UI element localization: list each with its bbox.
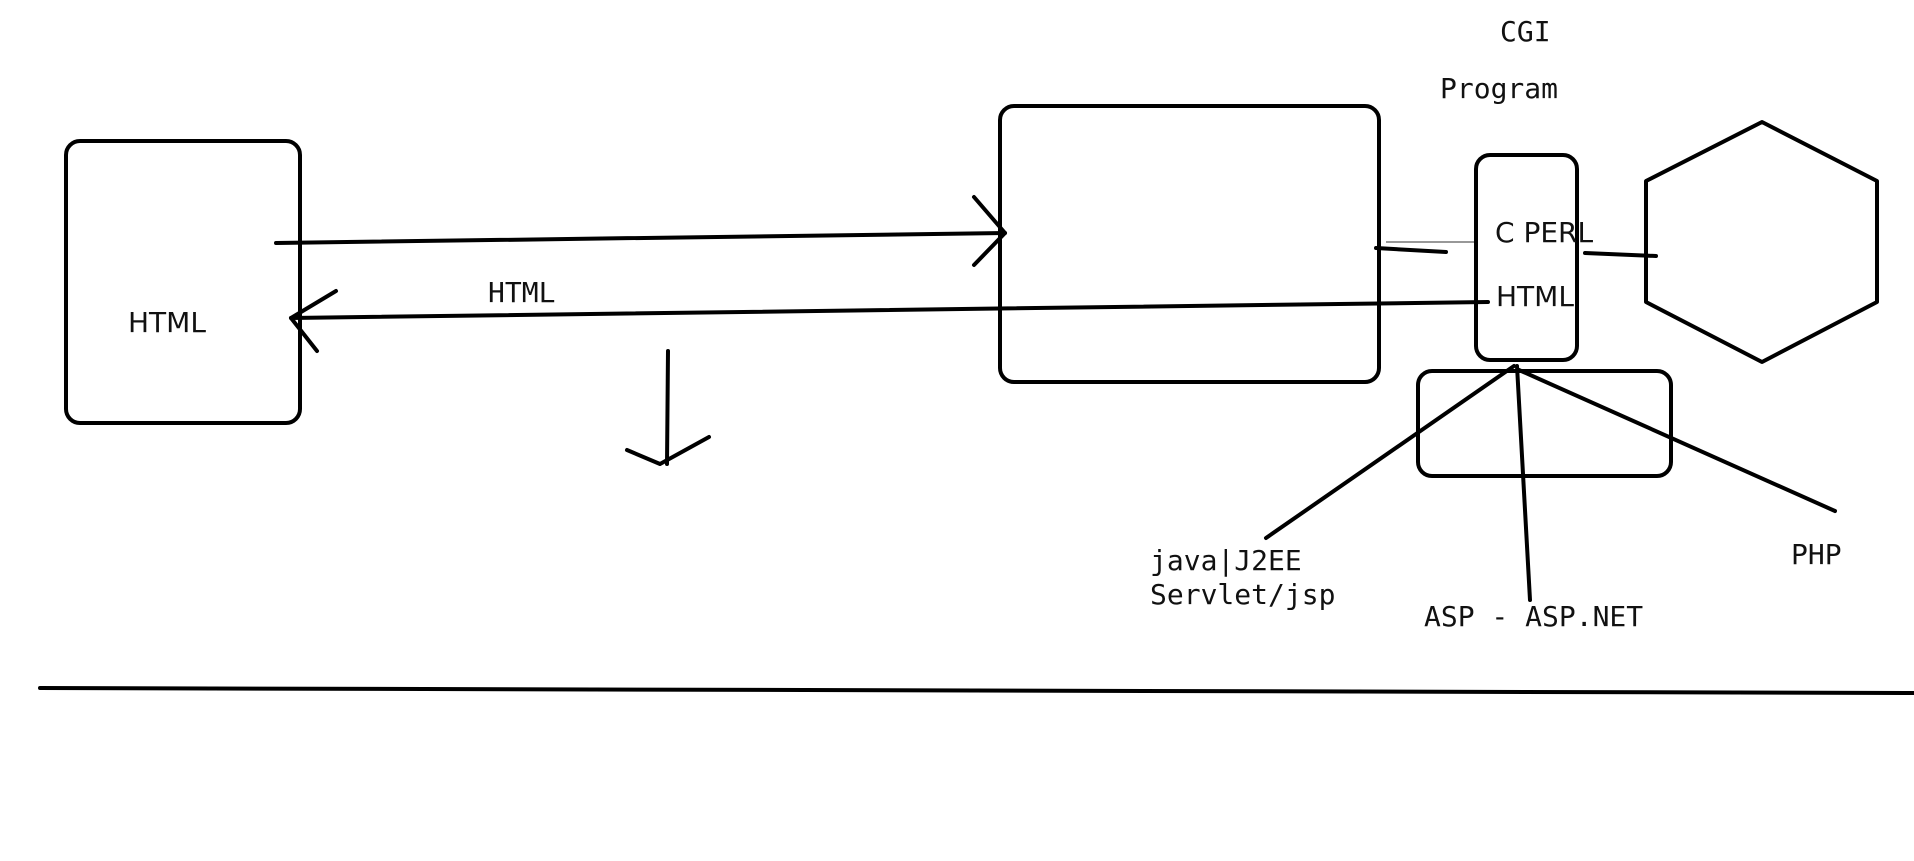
php-label: PHP: [1791, 538, 1842, 571]
program-html-label: HTML: [1496, 280, 1574, 313]
cgi-label: CGI: [1500, 15, 1551, 48]
separator-line: [38, 686, 1914, 695]
request-arrowhead: [972, 195, 1007, 267]
servlet-jsp-label: Servlet/jsp: [1150, 578, 1335, 611]
response-label: HTML: [488, 276, 555, 309]
request-arrow-line: [274, 231, 1007, 245]
technologies-box: [1416, 369, 1673, 478]
java-j2ee-label: java|J2EE: [1150, 544, 1302, 577]
client-box: [64, 139, 302, 425]
java-branch-line: [1264, 364, 1516, 540]
cgi-program-box: [1474, 153, 1579, 362]
down-arrow-line: [665, 349, 670, 466]
c-perl-label: C PERL: [1495, 216, 1593, 249]
database-hexagon: [1644, 120, 1879, 364]
response-arrow-line: [289, 300, 1490, 320]
php-branch-line: [1517, 368, 1837, 513]
response-arrowhead: [289, 289, 338, 353]
server-box: [998, 104, 1381, 384]
client-box-label: HTML: [128, 306, 206, 339]
down-arrowhead: [625, 435, 711, 466]
asp-label: ASP - ASP.NET: [1424, 600, 1643, 633]
server-program-thick-line: [1374, 246, 1448, 254]
program-label: Program: [1440, 72, 1558, 105]
asp-branch-line: [1515, 364, 1532, 602]
